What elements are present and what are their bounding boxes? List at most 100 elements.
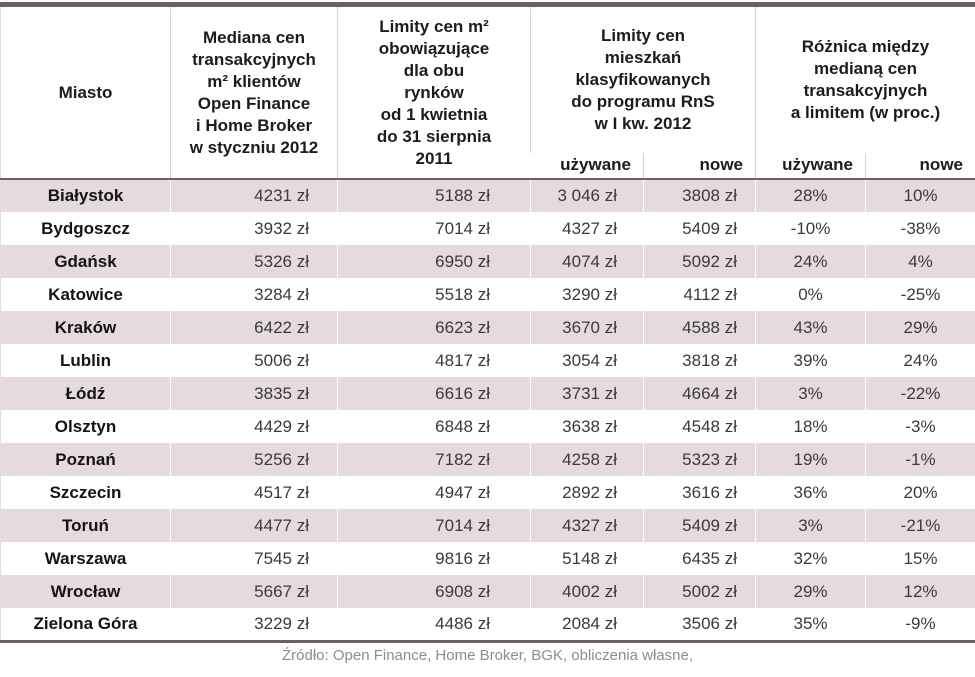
rns-used-cell: 4327 zł [530, 212, 644, 245]
subheader-diff-new: nowe [865, 153, 975, 179]
limit-sqm-cell: 5188 zł [337, 178, 531, 212]
diff-used-cell: 18% [755, 410, 866, 443]
limit-sqm-cell: 7014 zł [337, 509, 531, 542]
city-cell: Wrocław [0, 575, 171, 608]
table-row: Wrocław 5667 zł 6908 zł 4002 zł 5002 zł 29% 12… [0, 575, 975, 608]
city-cell: Toruń [0, 509, 171, 542]
limit-sqm-cell: 4486 zł [337, 608, 531, 641]
rns-new-cell: 5323 zł [643, 443, 756, 476]
median-cell: 4231 zł [170, 178, 338, 212]
limit-sqm-cell: 4947 zł [337, 476, 531, 509]
table-row: Zielona Góra 3229 zł 4486 zł 2084 zł 3506 zł… [1, 608, 975, 641]
diff-new-cell: -21% [865, 509, 975, 542]
table-row: Szczecin 4517 zł 4947 zł 2892 zł 3616 zł 36% 2… [1, 476, 975, 509]
column-header-limits-sqm: Limity cen m² obowiązujące dla obu rynkó… [337, 7, 531, 179]
limit-sqm-cell: 6616 zł [337, 377, 531, 410]
column-header-median: Mediana cen transakcyjnych m² klientów O… [170, 7, 338, 179]
rns-new-cell: 3616 zł [643, 476, 756, 509]
rns-used-cell: 4327 zł [530, 509, 644, 542]
city-cell: Szczecin [49, 482, 122, 502]
rns-new-cell: 3506 zł [643, 608, 756, 641]
diff-used-cell: 3% [755, 377, 866, 410]
table-row: Bydgoszcz 3932 zł 7014 zł 4327 zł 5409 zł -10… [1, 212, 975, 245]
median-cell: 5667 zł [170, 575, 338, 608]
rns-new-cell: 3818 zł [643, 344, 756, 377]
diff-used-cell: 3% [755, 509, 866, 542]
table-row: Gdańsk 5326 zł 6950 zł 4074 zł 5092 zł 24% 4% [0, 245, 975, 278]
rns-new-cell: 5409 zł [643, 509, 756, 542]
table-row: Olsztyn 4429 zł 6848 zł 3638 zł 4548 zł 18% -3… [1, 410, 975, 443]
table-row: Warszawa 7545 zł 9816 zł 5148 zł 6435 zł 32% 1… [1, 542, 975, 575]
city-cell: Gdańsk [0, 245, 171, 278]
diff-new-cell: 24% [865, 344, 975, 377]
median-cell: 5256 zł [170, 443, 338, 476]
rns-used-cell: 3290 zł [530, 278, 644, 311]
rns-used-cell: 3731 zł [530, 377, 644, 410]
limit-sqm-cell: 6623 zł [337, 311, 531, 344]
diff-used-cell: 28% [755, 178, 866, 212]
city-cell: Kraków [0, 311, 171, 344]
rns-used-cell: 4002 zł [530, 575, 644, 608]
city-cell: Katowice [48, 284, 123, 304]
table-row: Poznań 5256 zł 7182 zł 4258 zł 5323 zł 19% -1% [0, 443, 975, 476]
rns-new-cell: 5002 zł [643, 575, 756, 608]
subheader-diff-used: używane [755, 153, 866, 179]
median-cell: 7545 zł [170, 542, 338, 575]
page: Miasto Mediana cen transakcyjnych m² kli… [0, 2, 975, 665]
column-group-difference: Różnica między medianą cen transakcyjnyc… [755, 7, 975, 153]
diff-new-cell: -22% [865, 377, 975, 410]
header-row-main: Miasto Mediana cen transakcyjnych m² kli… [0, 7, 975, 179]
rns-new-cell: 4112 zł [643, 278, 756, 311]
diff-new-cell: 20% [865, 476, 975, 509]
rns-used-cell: 2084 zł [530, 608, 644, 641]
limit-sqm-cell: 4817 zł [337, 344, 531, 377]
city-cell: Łódź [0, 377, 171, 410]
limit-sqm-cell: 7014 zł [337, 212, 531, 245]
limit-sqm-cell: 5518 zł [337, 278, 531, 311]
diff-used-cell: 19% [755, 443, 866, 476]
rns-new-cell: 4588 zł [643, 311, 756, 344]
diff-used-cell: 29% [755, 575, 866, 608]
median-cell: 3284 zł [170, 278, 338, 311]
diff-new-cell: 12% [865, 575, 975, 608]
source-note: Źródło: Open Finance, Home Broker, BGK, … [281, 646, 694, 664]
table-row: Białystok 4231 zł 5188 zł 3 046 zł 3808 zł 28… [0, 178, 975, 212]
table-row: Katowice 3284 zł 5518 zł 3290 zł 4112 zł 0% -2… [1, 278, 975, 311]
median-cell: 5006 zł [170, 344, 338, 377]
diff-new-cell: -9% [865, 608, 975, 641]
rns-used-cell: 3670 zł [530, 311, 644, 344]
diff-used-cell: 39% [755, 344, 866, 377]
diff-new-cell: 29% [865, 311, 975, 344]
table-header: Miasto Mediana cen transakcyjnych m² kli… [0, 7, 975, 179]
diff-new-cell: 10% [865, 178, 975, 212]
housing-price-table: Miasto Mediana cen transakcyjnych m² kli… [0, 7, 975, 643]
rns-used-cell: 3 046 zł [530, 178, 644, 212]
median-cell: 6422 zł [170, 311, 338, 344]
diff-new-cell: 15% [865, 542, 975, 575]
diff-new-cell: -1% [865, 443, 975, 476]
table-row: Toruń 4477 zł 7014 zł 4327 zł 5409 zł 3% -21% [0, 509, 975, 542]
diff-used-cell: 32% [755, 542, 866, 575]
diff-new-cell: -25% [865, 278, 975, 311]
header-row-sub: używane nowe używane nowe [1, 153, 975, 179]
top-accent-bar [0, 2, 975, 7]
city-cell: Olsztyn [54, 416, 117, 436]
table-row: Lublin 5006 zł 4817 zł 3054 zł 3818 zł 39% 24% [1, 344, 975, 377]
diff-used-cell: 24% [755, 245, 866, 278]
rns-new-cell: 3808 zł [643, 178, 756, 212]
median-cell: 4429 zł [170, 410, 338, 443]
diff-used-cell: -10% [755, 212, 866, 245]
table-body: Białystok 4231 zł 5188 zł 3 046 zł 3808 zł 28… [0, 178, 975, 641]
median-cell: 3932 zł [170, 212, 338, 245]
rns-used-cell: 4258 zł [530, 443, 644, 476]
rns-used-cell: 4074 zł [530, 245, 644, 278]
subheader-rns-used: używane [530, 153, 644, 179]
rns-used-cell: 3054 zł [530, 344, 644, 377]
rns-new-cell: 5409 zł [643, 212, 756, 245]
diff-new-cell: -3% [865, 410, 975, 443]
rns-new-cell: 5092 zł [643, 245, 756, 278]
city-cell: Białystok [0, 178, 171, 212]
city-cell: Warszawa [44, 548, 127, 568]
rns-used-cell: 5148 zł [530, 542, 644, 575]
median-cell: 5326 zł [170, 245, 338, 278]
